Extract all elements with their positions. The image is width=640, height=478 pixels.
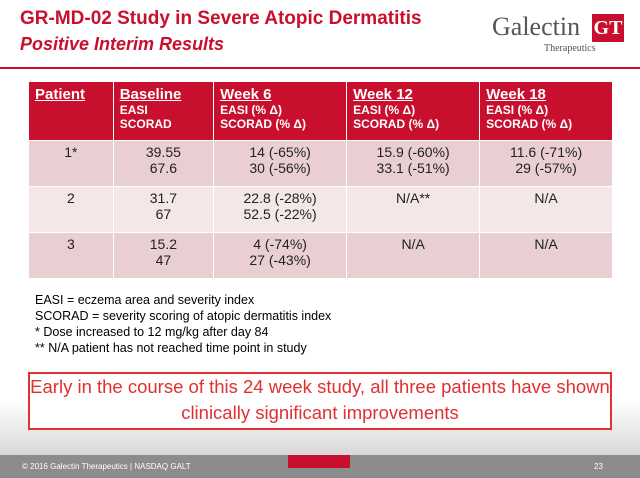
logo-tagline: Therapeutics (544, 43, 596, 54)
table-cell: 3 (28, 232, 114, 278)
page-number: 23 (594, 462, 603, 471)
title: GR-MD-02 Study in Severe Atopic Dermatit… (20, 8, 422, 29)
header-text: SCORAD (% Δ) (353, 117, 440, 131)
results-table: Patient Baseline EASI SCORAD Week 6 EASI (% Δ… (28, 82, 612, 278)
header-text: Week 12 (353, 86, 413, 103)
cell-text: 52.5 (-22%) (243, 206, 317, 222)
cell-text: 30 (-56%) (249, 160, 311, 176)
subtitle: Positive Interim Results (20, 34, 225, 54)
footnote: * Dose increased to 12 mg/kg after day 8… (35, 325, 269, 339)
cell-text: 31.7 (149, 190, 178, 206)
cell-text: 15.2 (149, 236, 178, 252)
table-cell: 14 (-65%) 30 (-56%) (213, 140, 347, 187)
table-row: 2 31.7 67 22.8 (-28%) 52.5 (-22%) N/A** N/A (28, 186, 612, 233)
header-cell: Week 18 EASI (% Δ) SCORAD (% Δ) (479, 82, 612, 141)
table-cell: 1* (28, 140, 114, 187)
copyright: © 2016 Galectin Therapeutics | NASDAQ GA… (22, 462, 191, 471)
table-cell: 39.55 67.6 (112, 140, 214, 187)
header-row: Patient Baseline EASI SCORAD Week 6 EASI (% Δ… (28, 82, 612, 141)
cell-text: 14 (-65%) (249, 144, 311, 160)
callout: Early in the course of this 24 week stud… (28, 372, 612, 430)
cell-text: 39.55 (145, 144, 181, 160)
header-text: SCORAD (119, 117, 172, 131)
logo-name: Galectin (492, 12, 581, 41)
table-row: 1* 39.55 67.6 14 (-65%) 30 (-56%) 15.9 (-60%)… (28, 140, 612, 187)
header-text: EASI (% Δ) (353, 103, 416, 117)
header-text: EASI (% Δ) (486, 103, 549, 117)
table-cell: 11.6 (-71%) 29 (-57%) (479, 140, 612, 187)
header-text: EASI (% Δ) (220, 103, 283, 117)
header-text: Patient (35, 86, 86, 103)
header-cell: Baseline EASI SCORAD (112, 82, 214, 141)
table-row: 3 15.2 47 4 (-74%) 27 (-43%) N/A N/A (28, 232, 612, 278)
table-cell: 15.9 (-60%) 33.1 (-51%) (346, 140, 480, 187)
header-text: Baseline (119, 86, 182, 103)
table-cell: 22.8 (-28%) 52.5 (-22%) (213, 186, 347, 233)
cell-text: 67 (155, 206, 172, 222)
table-cell: 15.2 47 (112, 232, 214, 278)
cell-text: N/A (401, 236, 425, 252)
table-cell: N/A (346, 232, 480, 278)
cell-text: 2 (66, 190, 75, 206)
footnotes: EASI = eczema area and severity index SCO… (35, 292, 331, 356)
header-text: EASI (119, 103, 148, 117)
table-cell: N/A (479, 232, 612, 278)
cell-text: 29 (-57%) (515, 160, 577, 176)
header-cell: Week 12 EASI (% Δ) SCORAD (% Δ) (346, 82, 480, 141)
cell-text: 67.6 (149, 160, 178, 176)
table-cell: 31.7 67 (112, 186, 214, 233)
footnote: ** N/A patient has not reached time poin… (35, 341, 307, 355)
header-text: Week 6 (220, 86, 272, 103)
header-cell: Week 6 EASI (% Δ) SCORAD (% Δ) (213, 82, 347, 141)
footer-accent (288, 455, 350, 468)
cell-text: 11.6 (-71%) (510, 144, 583, 160)
cell-text: 4 (-74%) (253, 236, 307, 252)
logo-mark: GT (592, 14, 624, 42)
table-cell: 4 (-74%) 27 (-43%) (213, 232, 347, 278)
cell-text: 47 (155, 252, 172, 268)
header-text: Week 18 (486, 86, 546, 103)
cell-text: 3 (66, 236, 75, 252)
footnote: EASI = eczema area and severity index (35, 293, 255, 307)
cell-text: 22.8 (-28%) (243, 190, 317, 206)
cell-text: N/A (534, 236, 558, 252)
footnote: SCORAD = severity scoring of atopic derm… (35, 309, 332, 323)
logo: Galectin GT Therapeutics (492, 10, 632, 60)
header-rule (0, 67, 640, 69)
cell-text: 15.9 (-60%) (376, 144, 450, 160)
table-cell: N/A** (346, 186, 480, 233)
table-cell: 2 (28, 186, 114, 233)
header-text: SCORAD (% Δ) (486, 117, 573, 131)
table-cell: N/A (479, 186, 612, 233)
cell-text: 27 (-43%) (249, 252, 311, 268)
cell-text: N/A** (396, 190, 431, 206)
cell-text: 1* (64, 144, 78, 160)
header-text: SCORAD (% Δ) (220, 117, 307, 131)
header-cell: Patient (28, 82, 114, 141)
cell-text: 33.1 (-51%) (376, 160, 450, 176)
cell-text: N/A (534, 190, 558, 206)
